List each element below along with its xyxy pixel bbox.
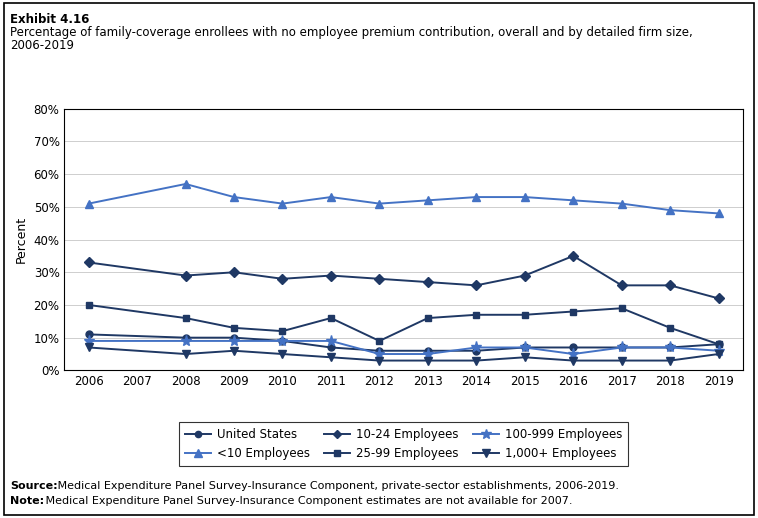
Text: Exhibit 4.16: Exhibit 4.16: [10, 13, 89, 26]
Text: Source:: Source:: [10, 481, 58, 491]
Text: Percentage of family-coverage enrollees with no employee premium contribution, o: Percentage of family-coverage enrollees …: [10, 26, 693, 39]
Text: Note:: Note:: [10, 496, 44, 506]
Legend: United States, <10 Employees, 10-24 Employees, 25-99 Employees, 100-999 Employee: United States, <10 Employees, 10-24 Empl…: [180, 422, 628, 466]
Text: Medical Expenditure Panel Survey-Insurance Component, private-sector establishme: Medical Expenditure Panel Survey-Insuran…: [54, 481, 619, 491]
Text: Medical Expenditure Panel Survey-Insurance Component estimates are not available: Medical Expenditure Panel Survey-Insuran…: [42, 496, 573, 506]
Y-axis label: Percent: Percent: [15, 216, 28, 263]
Text: 2006-2019: 2006-2019: [10, 39, 74, 52]
